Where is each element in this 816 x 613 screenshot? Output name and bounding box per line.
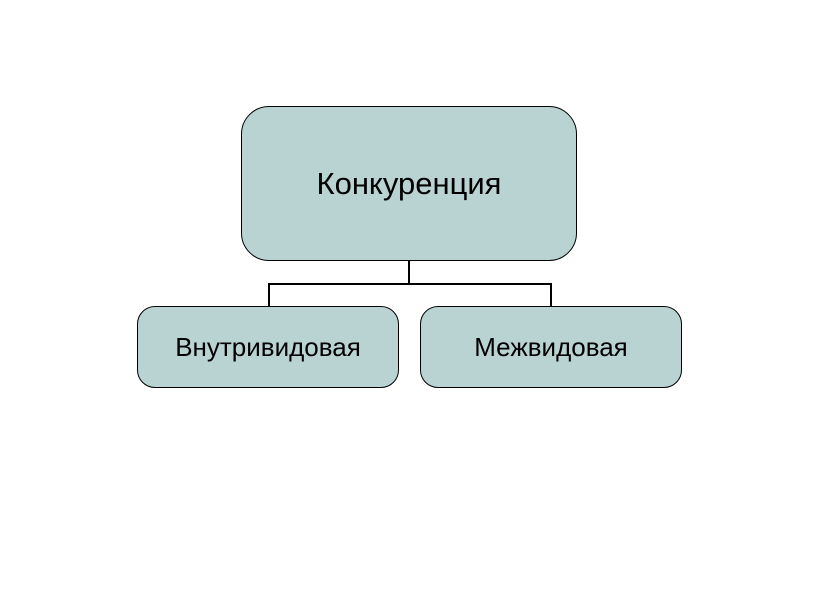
connector-right-down <box>550 283 552 306</box>
child-node-left-label: Внутривидовая <box>175 332 361 363</box>
connector-horizontal <box>268 283 551 285</box>
child-node-left: Внутривидовая <box>137 306 399 388</box>
child-node-right: Межвидовая <box>420 306 682 388</box>
child-node-right-label: Межвидовая <box>474 332 628 363</box>
root-node-label: Конкуренция <box>317 166 502 202</box>
connector-root-down <box>408 261 410 283</box>
root-node: Конкуренция <box>241 106 577 261</box>
hierarchy-diagram: Конкуренция Внутривидовая Межвидовая <box>137 106 682 388</box>
connector-left-down <box>268 283 270 306</box>
